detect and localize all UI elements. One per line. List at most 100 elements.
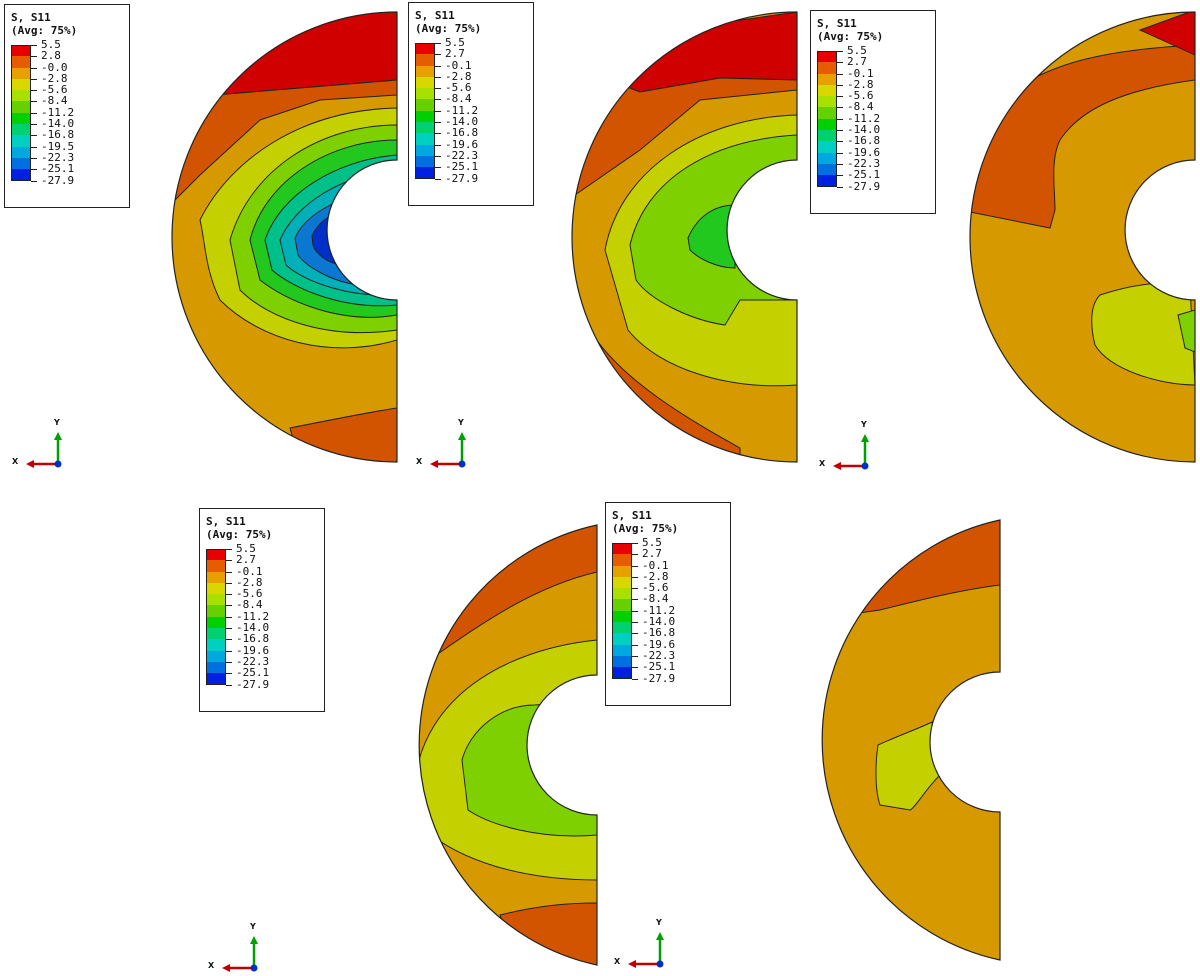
axis-y-label: Y (656, 918, 662, 927)
legend-swatch (11, 56, 31, 68)
legend-tick (837, 107, 843, 109)
legend-value: 2.8 (41, 49, 61, 63)
legend-value: -19.5 (41, 139, 75, 153)
axis-triad-icon (833, 434, 869, 470)
legend-swatch (415, 88, 435, 100)
legend-value: 2.7 (445, 47, 465, 61)
legend-swatch (817, 73, 837, 85)
legend-value: -5.6 (642, 581, 669, 595)
contour-plot-2 (572, 12, 797, 462)
legend-tick (632, 678, 638, 680)
legend-swatch (817, 141, 837, 153)
legend-value: -8.4 (41, 94, 68, 108)
legend-value: 5.5 (445, 36, 465, 49)
legend-swatch (612, 554, 632, 566)
legend-tick (632, 633, 638, 635)
legend-swatch (817, 152, 837, 164)
legend-value: -22.3 (236, 654, 270, 668)
legend-value: -2.8 (41, 71, 68, 85)
axis-x-label: X (614, 957, 621, 966)
legend-value: -11.2 (445, 103, 479, 117)
legend-value: 5.5 (236, 542, 256, 555)
contour-plot-4 (419, 525, 597, 965)
legend-tick (632, 543, 638, 544)
legend-tick (226, 661, 232, 663)
legend-tick (226, 560, 232, 562)
legend-title: S, S11 (Avg: 75%) (206, 515, 273, 541)
legend-swatch (415, 167, 435, 179)
legend-swatch (415, 155, 435, 168)
legend-swatch (206, 560, 226, 572)
contour-plot-5 (822, 520, 1000, 960)
legend-swatch (206, 650, 226, 662)
legend-value: -11.2 (847, 111, 881, 125)
legend-tick (435, 155, 441, 157)
legend-tick (31, 112, 37, 114)
legend-swatch (206, 628, 226, 640)
legend-tick (435, 144, 441, 146)
legend-tick (31, 124, 37, 126)
axis-triad-icon (26, 432, 62, 468)
legend-value: -22.3 (642, 648, 676, 662)
legend-swatch (415, 110, 435, 123)
legend-tick (837, 118, 843, 120)
legend-tick (837, 96, 843, 98)
legend-tick (837, 141, 843, 143)
legend-value: -14.0 (847, 123, 881, 137)
contour-plot-1 (172, 12, 397, 462)
legend-swatch (817, 118, 837, 131)
legend-value: -16.8 (847, 134, 881, 148)
legend-value: -8.4 (642, 592, 669, 606)
legend-tick (435, 133, 441, 135)
legend-tick (31, 169, 37, 171)
legend-tick (226, 684, 232, 686)
legend-title: S, S11 (Avg: 75%) (11, 11, 78, 37)
legend-value: -2.8 (642, 569, 669, 583)
legend-4: S, S11 (Avg: 75%) 5.5 2.7 -0.1 -2.8 -5.6 -8.4… (199, 508, 325, 712)
legend-tick (435, 110, 441, 112)
legend-swatch (817, 163, 837, 176)
legend-tick (837, 51, 843, 52)
legend-value: -5.6 (445, 81, 472, 95)
legend-tick (435, 167, 441, 169)
legend-value: -25.1 (847, 168, 881, 182)
legend-value: -27.9 (642, 671, 676, 685)
axis-triad-3: X Y (817, 420, 877, 470)
legend-tick (226, 549, 232, 550)
legend-swatch (11, 124, 31, 136)
legend-value: 5.5 (41, 38, 61, 51)
legend-tick (31, 45, 37, 46)
legend-tick (435, 122, 441, 124)
legend-tick (435, 43, 441, 44)
legend-swatch (612, 644, 632, 656)
legend-tick (632, 667, 638, 669)
legend-value: -14.0 (642, 615, 676, 629)
legend-swatch (11, 169, 31, 181)
legend-value: -8.4 (236, 598, 263, 612)
legend-swatch (415, 144, 435, 156)
legend-swatch (612, 588, 632, 600)
legend-swatch (206, 549, 226, 561)
legend-swatch (415, 133, 435, 145)
legend-value: 2.7 (642, 547, 662, 561)
legend-tick (837, 73, 843, 75)
legend-value: -11.2 (642, 603, 676, 617)
legend-value: 2.7 (236, 553, 256, 567)
legend-tick (435, 76, 441, 78)
legend-title: S, S11 (Avg: 75%) (415, 9, 482, 35)
legend-tick (226, 594, 232, 596)
axis-triad-icon (430, 432, 466, 468)
legend-swatch (11, 78, 31, 91)
legend-swatch (817, 51, 837, 63)
legend-swatch (206, 639, 226, 651)
legend-swatch (206, 673, 226, 685)
legend-value: -14.0 (445, 115, 479, 129)
legend-value: -0.0 (41, 60, 68, 74)
legend-value: -27.9 (41, 173, 75, 187)
legend-value: -27.9 (847, 179, 881, 193)
legend-value: -5.6 (41, 83, 68, 97)
legend-tick (632, 554, 638, 556)
legend-value: -0.1 (642, 558, 669, 572)
legend-tick (226, 650, 232, 652)
